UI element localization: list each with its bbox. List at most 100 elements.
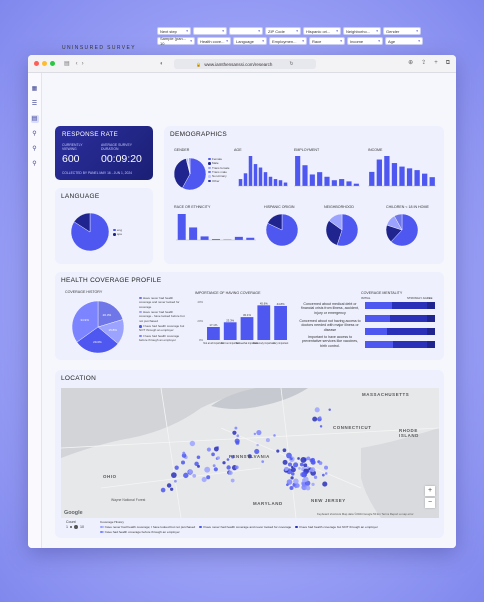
map-marker[interactable]	[181, 453, 187, 458]
filter-dropdown[interactable]: Gender ▾	[383, 27, 421, 35]
map-marker[interactable]	[282, 448, 287, 453]
income-bar[interactable]	[369, 171, 375, 186]
minimize-window-button[interactable]	[42, 61, 47, 66]
map-marker[interactable]	[234, 438, 240, 444]
map-marker[interactable]	[286, 479, 293, 485]
map-marker[interactable]	[318, 461, 323, 465]
filter-dropdown[interactable]: Income ▾	[347, 37, 383, 45]
income-bar[interactable]	[391, 163, 398, 186]
map-marker[interactable]	[228, 470, 233, 476]
map-marker[interactable]	[310, 467, 316, 473]
map-marker[interactable]	[265, 438, 270, 443]
map-canvas[interactable]	[61, 388, 439, 518]
map-marker[interactable]	[261, 460, 265, 463]
income-bar[interactable]	[429, 177, 435, 186]
age-bar[interactable]	[253, 164, 258, 186]
map-marker[interactable]	[226, 465, 231, 470]
race-bar[interactable]	[234, 236, 243, 240]
map-marker[interactable]	[166, 483, 172, 488]
race-bar[interactable]	[200, 236, 209, 240]
map-marker[interactable]	[324, 465, 329, 470]
close-window-button[interactable]	[34, 61, 39, 66]
gender-slice[interactable]	[173, 158, 191, 189]
map-marker[interactable]	[213, 467, 218, 472]
map-marker[interactable]	[290, 465, 294, 469]
income-bar[interactable]	[422, 173, 428, 186]
importance-bar[interactable]	[207, 327, 220, 340]
filter-dropdown[interactable]: ZIP Code ▾	[265, 27, 301, 35]
map-marker[interactable]	[201, 477, 207, 483]
filter-dropdown[interactable]: Health cove... ▾	[197, 37, 231, 45]
map-marker[interactable]	[254, 448, 260, 455]
mentality-bar[interactable]	[365, 315, 435, 322]
map-marker[interactable]	[314, 407, 320, 413]
map-marker[interactable]	[286, 483, 289, 487]
mentality-bar[interactable]	[365, 328, 435, 335]
employment-bar[interactable]	[353, 183, 359, 186]
map-marker[interactable]	[189, 440, 196, 447]
map-marker[interactable]	[306, 456, 311, 461]
age-bar[interactable]	[248, 156, 253, 186]
map-marker[interactable]	[295, 483, 300, 488]
map-marker[interactable]	[183, 472, 189, 479]
hispanic-slice[interactable]	[267, 213, 283, 231]
neighborhood-slice[interactable]	[328, 213, 343, 231]
income-bar[interactable]	[376, 159, 382, 186]
map-marker[interactable]	[213, 446, 219, 452]
age-bar[interactable]	[278, 180, 283, 186]
map-marker[interactable]	[256, 429, 262, 436]
age-bar[interactable]	[263, 172, 268, 186]
map-marker[interactable]	[231, 455, 235, 459]
map-marker[interactable]	[234, 426, 238, 430]
children-slice[interactable]	[390, 213, 419, 247]
map-marker[interactable]	[321, 473, 325, 477]
mentality-bar[interactable]	[365, 302, 435, 309]
map-marker[interactable]	[273, 434, 276, 437]
map-marker[interactable]	[298, 467, 301, 470]
filter-dropdown[interactable]: Age ▾	[385, 37, 423, 45]
share-icon[interactable]: ⇪	[421, 60, 427, 66]
location-pin-icon[interactable]: ⚲	[32, 146, 37, 152]
map-marker[interactable]	[297, 457, 300, 460]
map-marker[interactable]	[303, 463, 308, 468]
map-marker[interactable]	[291, 472, 295, 476]
map-marker[interactable]	[284, 466, 289, 472]
reload-icon[interactable]: ↻	[289, 61, 294, 67]
map-marker[interactable]	[212, 464, 216, 468]
new-tab-icon[interactable]: +	[434, 60, 438, 66]
mentality-bar[interactable]	[365, 341, 435, 348]
map-marker[interactable]	[222, 461, 226, 465]
map-marker[interactable]	[211, 452, 215, 457]
map-marker[interactable]	[312, 416, 318, 422]
map-marker[interactable]	[196, 455, 201, 460]
filter-dropdown[interactable]: Sample (pan... 10 ▾	[157, 36, 195, 46]
neighborhood-slice[interactable]	[325, 220, 343, 246]
location-map[interactable]: MASSACHUSETTS CONNECTICUT RHODE ISLAND P…	[61, 388, 439, 518]
map-marker[interactable]	[247, 454, 252, 459]
map-marker[interactable]	[206, 475, 211, 480]
map-marker[interactable]	[305, 485, 311, 491]
map-marker[interactable]	[286, 452, 292, 459]
age-bar[interactable]	[273, 179, 278, 186]
map-marker[interactable]	[160, 487, 166, 493]
sidebar-toggle-icon[interactable]: ▤	[64, 60, 70, 67]
map-marker[interactable]	[171, 472, 177, 478]
income-bar[interactable]	[414, 170, 420, 186]
employment-bar[interactable]	[295, 156, 301, 186]
map-marker[interactable]	[174, 465, 179, 470]
map-marker[interactable]	[290, 476, 294, 480]
map-marker[interactable]	[226, 458, 230, 461]
language-slice[interactable]	[73, 212, 91, 233]
gender-slice[interactable]	[182, 157, 207, 191]
employment-bar[interactable]	[346, 181, 352, 186]
download-icon[interactable]: ⊕	[408, 60, 414, 66]
map-marker[interactable]	[319, 425, 323, 428]
list-icon[interactable]: ☰	[31, 101, 38, 107]
map-marker[interactable]	[287, 462, 292, 467]
importance-bar[interactable]	[274, 305, 287, 340]
race-bar[interactable]	[212, 239, 220, 240]
race-bar[interactable]	[189, 227, 198, 240]
map-marker[interactable]	[276, 449, 280, 453]
zoom-in-button[interactable]: +	[425, 486, 435, 496]
zoom-out-button[interactable]: −	[425, 498, 435, 508]
